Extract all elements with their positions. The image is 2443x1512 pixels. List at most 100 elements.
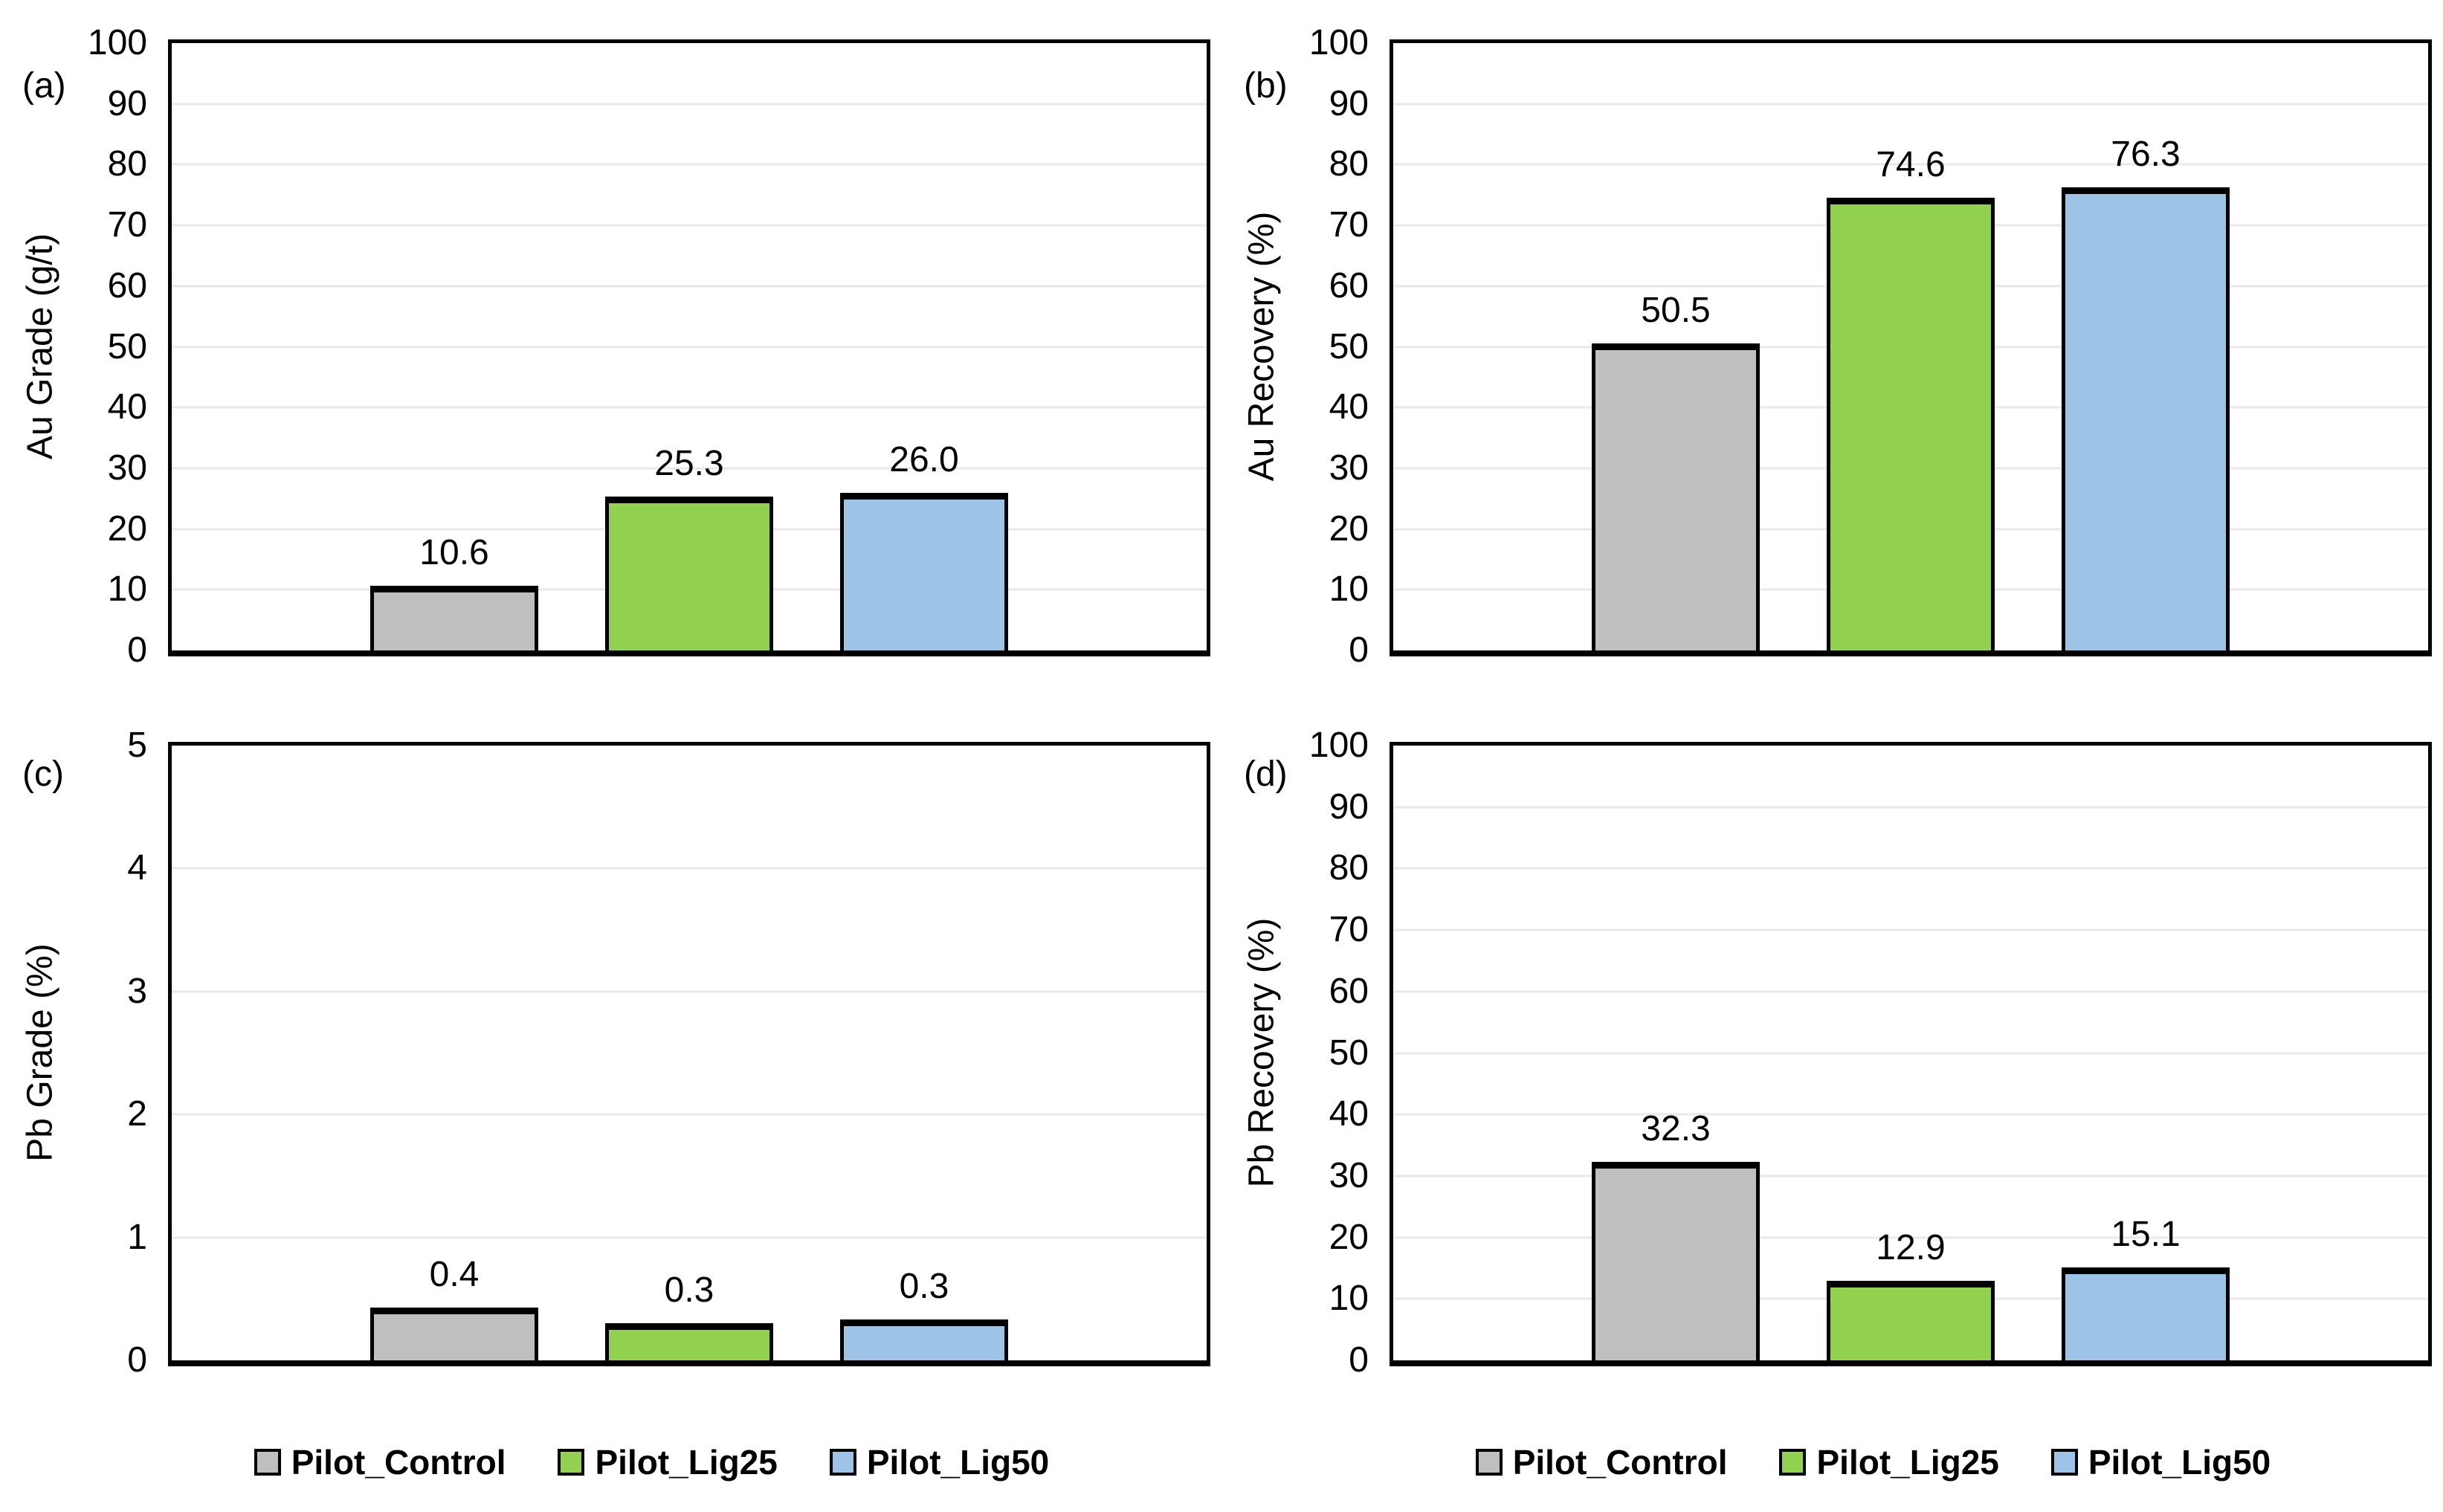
plot-area: 10.6 25.3 26.0: [168, 39, 1210, 656]
legend-swatch: [1779, 1449, 1807, 1476]
legend-swatch: [1475, 1449, 1503, 1476]
y-axis-ticks: 5 4 3 2 1 0: [0, 728, 147, 1378]
legend-label: Pilot_Lig50: [866, 1443, 1050, 1482]
y-tick-label: 5: [127, 726, 147, 765]
gridline: [172, 867, 1207, 870]
bar-pilot_control: [370, 1307, 538, 1360]
bar-data-label: 76.3: [2111, 134, 2181, 174]
gridline: [172, 163, 1207, 166]
y-tick-label: 60: [1329, 971, 1369, 1011]
gridline: [1393, 928, 2428, 931]
y-tick-label: 80: [107, 144, 147, 184]
y-tick-label: 30: [1329, 448, 1369, 488]
bar-pilot_lig25: [605, 497, 773, 650]
y-tick-label: 1: [127, 1217, 147, 1257]
legend-label: Pilot_Lig25: [1816, 1443, 1999, 1482]
bar-data-label: 50.5: [1641, 291, 1711, 331]
y-tick-label: 70: [1329, 205, 1369, 245]
y-tick-label: 3: [127, 971, 147, 1011]
bar-pilot_lig50: [2062, 187, 2230, 650]
y-tick-label: 100: [1308, 726, 1369, 765]
y-tick-label: 90: [1329, 83, 1369, 123]
gridline: [172, 1113, 1207, 1116]
gridline: [1393, 1236, 2428, 1239]
gridline: [1393, 1175, 2428, 1177]
bar-data-label: 32.3: [1641, 1108, 1711, 1148]
gridline: [172, 103, 1207, 106]
bar-pilot_lig50: [840, 1319, 1008, 1360]
y-tick-label: 20: [1329, 508, 1369, 549]
bar-data-label: 25.3: [654, 444, 724, 484]
y-tick-label: 50: [1329, 326, 1369, 366]
legend-swatch: [2050, 1449, 2078, 1476]
y-tick-label: 0: [1349, 1340, 1369, 1380]
bar-data-label: 0.3: [899, 1267, 949, 1307]
panel-label: (a): [22, 66, 66, 106]
gridline: [172, 346, 1207, 348]
y-tick-label: 90: [1329, 786, 1369, 827]
y-tick-label: 0: [1349, 630, 1369, 670]
y-tick-label: 10: [1329, 1279, 1369, 1319]
gridline: [172, 990, 1207, 993]
gridline: [1393, 1052, 2428, 1054]
bar-pilot_lig50: [2062, 1267, 2230, 1360]
bars-layer: 32.3 12.9 15.1: [1393, 746, 2428, 1360]
y-tick-label: 50: [107, 326, 147, 366]
y-tick-label: 10: [1329, 569, 1369, 610]
legend-swatch: [254, 1449, 281, 1476]
bars-layer: 50.5 74.6 76.3: [1393, 43, 2428, 650]
gridline: [172, 1236, 1207, 1239]
y-tick-label: 30: [107, 448, 147, 488]
bar-pilot_control: [1592, 343, 1760, 650]
legend-swatch: [829, 1449, 856, 1476]
y-tick-label: 20: [107, 508, 147, 549]
legend-item-pilot_lig50: Pilot_Lig50: [2050, 1442, 2271, 1482]
bar-data-label: 74.6: [1876, 144, 1946, 184]
bar-data-label: 12.9: [1876, 1228, 1946, 1268]
y-axis-ticks: 100 90 80 70 60 50 40 30 20 10 0: [1222, 25, 1369, 668]
y-tick-label: 100: [1308, 23, 1369, 62]
y-tick-label: 30: [1329, 1155, 1369, 1195]
bar-pilot_lig25: [605, 1323, 773, 1360]
bar-data-label: 15.1: [2111, 1215, 2181, 1255]
legend-swatch: [558, 1449, 585, 1476]
legend-item-pilot_control: Pilot_Control: [1475, 1442, 1728, 1482]
y-tick-label: 20: [1329, 1217, 1369, 1257]
gridline: [1393, 1113, 2428, 1116]
y-tick-label: 50: [1329, 1033, 1369, 1073]
legend-left: Pilot_Control Pilot_Lig25 Pilot_Lig50: [0, 1412, 1222, 1512]
gridlines-layer: [172, 746, 1207, 1360]
gridline: [1393, 103, 2428, 106]
y-tick-label: 40: [1329, 387, 1369, 427]
legend-item-pilot_control: Pilot_Control: [254, 1442, 506, 1482]
left-column: (a) Au Grade (g/t) 100 90 80 70 60 50 40 30 20 10…: [0, 0, 1222, 1512]
right-column: (b) Au Recovery (%) 100 90 80 70 60 50 40 30 20 1…: [1222, 0, 2443, 1512]
plot-area: 32.3 12.9 15.1: [1390, 742, 2432, 1366]
legend-label: Pilot_Control: [1512, 1443, 1728, 1482]
plot-area: 50.5 74.6 76.3: [1390, 39, 2432, 656]
gridline: [1393, 867, 2428, 870]
y-tick-label: 80: [1329, 848, 1369, 888]
bar-pilot_control: [1592, 1161, 1760, 1360]
gridline: [1393, 806, 2428, 809]
panel-label: (c): [22, 755, 64, 794]
y-tick-label: 80: [1329, 144, 1369, 184]
y-tick-label: 70: [1329, 910, 1369, 950]
plot-area: 0.4 0.3 0.3: [168, 742, 1210, 1366]
panel-label: (b): [1244, 66, 1288, 106]
bar-data-label: 0.4: [429, 1254, 480, 1294]
y-tick-label: 0: [127, 1340, 147, 1380]
y-tick-label: 10: [107, 569, 147, 610]
panel-a: (a) Au Grade (g/t) 100 90 80 70 60 50 40 30 20 10…: [0, 0, 1222, 714]
panel-d: (d) Pb Recovery (%) 100 90 80 70 60 50 40 30 20 1…: [1222, 714, 2443, 1412]
legend-item-pilot_lig25: Pilot_Lig25: [1779, 1442, 1999, 1482]
gridline: [172, 285, 1207, 288]
y-tick-label: 60: [107, 265, 147, 306]
bar-pilot_control: [370, 586, 538, 650]
bar-pilot_lig25: [1827, 1281, 1995, 1360]
y-tick-label: 70: [107, 205, 147, 245]
legend-label: Pilot_Lig50: [2088, 1443, 2271, 1482]
gridline: [1393, 163, 2428, 166]
legend-label: Pilot_Lig25: [595, 1443, 778, 1482]
